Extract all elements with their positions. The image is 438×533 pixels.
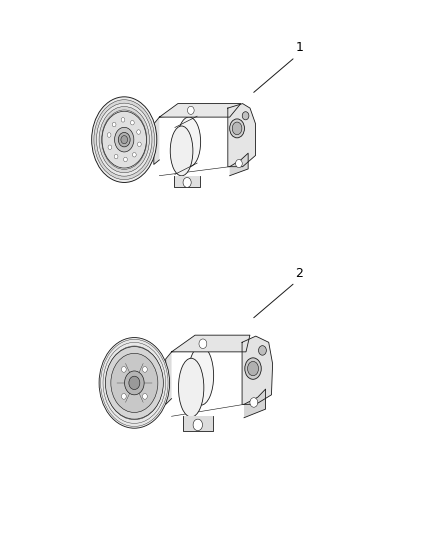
- Polygon shape: [184, 416, 213, 431]
- Polygon shape: [166, 352, 172, 405]
- Ellipse shape: [242, 112, 249, 120]
- Ellipse shape: [177, 117, 201, 167]
- Circle shape: [121, 367, 126, 372]
- Circle shape: [124, 157, 127, 161]
- Polygon shape: [244, 389, 265, 418]
- Ellipse shape: [104, 114, 144, 166]
- Circle shape: [121, 118, 125, 122]
- Circle shape: [131, 120, 134, 125]
- Ellipse shape: [99, 107, 149, 173]
- Ellipse shape: [247, 361, 258, 376]
- Ellipse shape: [99, 337, 170, 428]
- Ellipse shape: [102, 111, 146, 168]
- Polygon shape: [174, 176, 200, 187]
- Polygon shape: [172, 335, 250, 352]
- Circle shape: [193, 419, 202, 431]
- Ellipse shape: [178, 358, 204, 417]
- Ellipse shape: [232, 122, 242, 135]
- Ellipse shape: [188, 346, 214, 405]
- Polygon shape: [230, 153, 248, 176]
- Circle shape: [250, 398, 258, 407]
- Polygon shape: [159, 103, 241, 117]
- Circle shape: [121, 135, 127, 144]
- Ellipse shape: [118, 132, 130, 147]
- Circle shape: [183, 177, 191, 188]
- Circle shape: [236, 159, 242, 167]
- Ellipse shape: [111, 353, 158, 413]
- Ellipse shape: [94, 100, 155, 180]
- Ellipse shape: [170, 126, 193, 176]
- Circle shape: [121, 393, 126, 399]
- Ellipse shape: [112, 124, 137, 156]
- Ellipse shape: [129, 376, 140, 390]
- Circle shape: [138, 142, 141, 147]
- Ellipse shape: [245, 358, 261, 379]
- Ellipse shape: [107, 117, 141, 163]
- Circle shape: [142, 367, 147, 372]
- Ellipse shape: [96, 103, 152, 176]
- Circle shape: [107, 133, 111, 138]
- Circle shape: [112, 122, 116, 127]
- Polygon shape: [228, 103, 255, 167]
- Circle shape: [114, 155, 118, 159]
- Circle shape: [137, 130, 141, 134]
- Ellipse shape: [124, 371, 144, 395]
- Polygon shape: [154, 117, 159, 165]
- Ellipse shape: [106, 346, 163, 419]
- Text: 1: 1: [296, 42, 304, 54]
- Ellipse shape: [102, 110, 147, 169]
- Circle shape: [142, 393, 147, 399]
- Circle shape: [132, 152, 136, 157]
- Ellipse shape: [230, 119, 244, 138]
- Ellipse shape: [258, 346, 266, 355]
- Circle shape: [108, 145, 112, 149]
- Circle shape: [199, 339, 207, 349]
- Circle shape: [187, 106, 194, 115]
- Ellipse shape: [115, 127, 134, 152]
- Ellipse shape: [92, 97, 157, 182]
- Text: 2: 2: [296, 266, 304, 280]
- Ellipse shape: [110, 120, 139, 159]
- Polygon shape: [242, 336, 272, 405]
